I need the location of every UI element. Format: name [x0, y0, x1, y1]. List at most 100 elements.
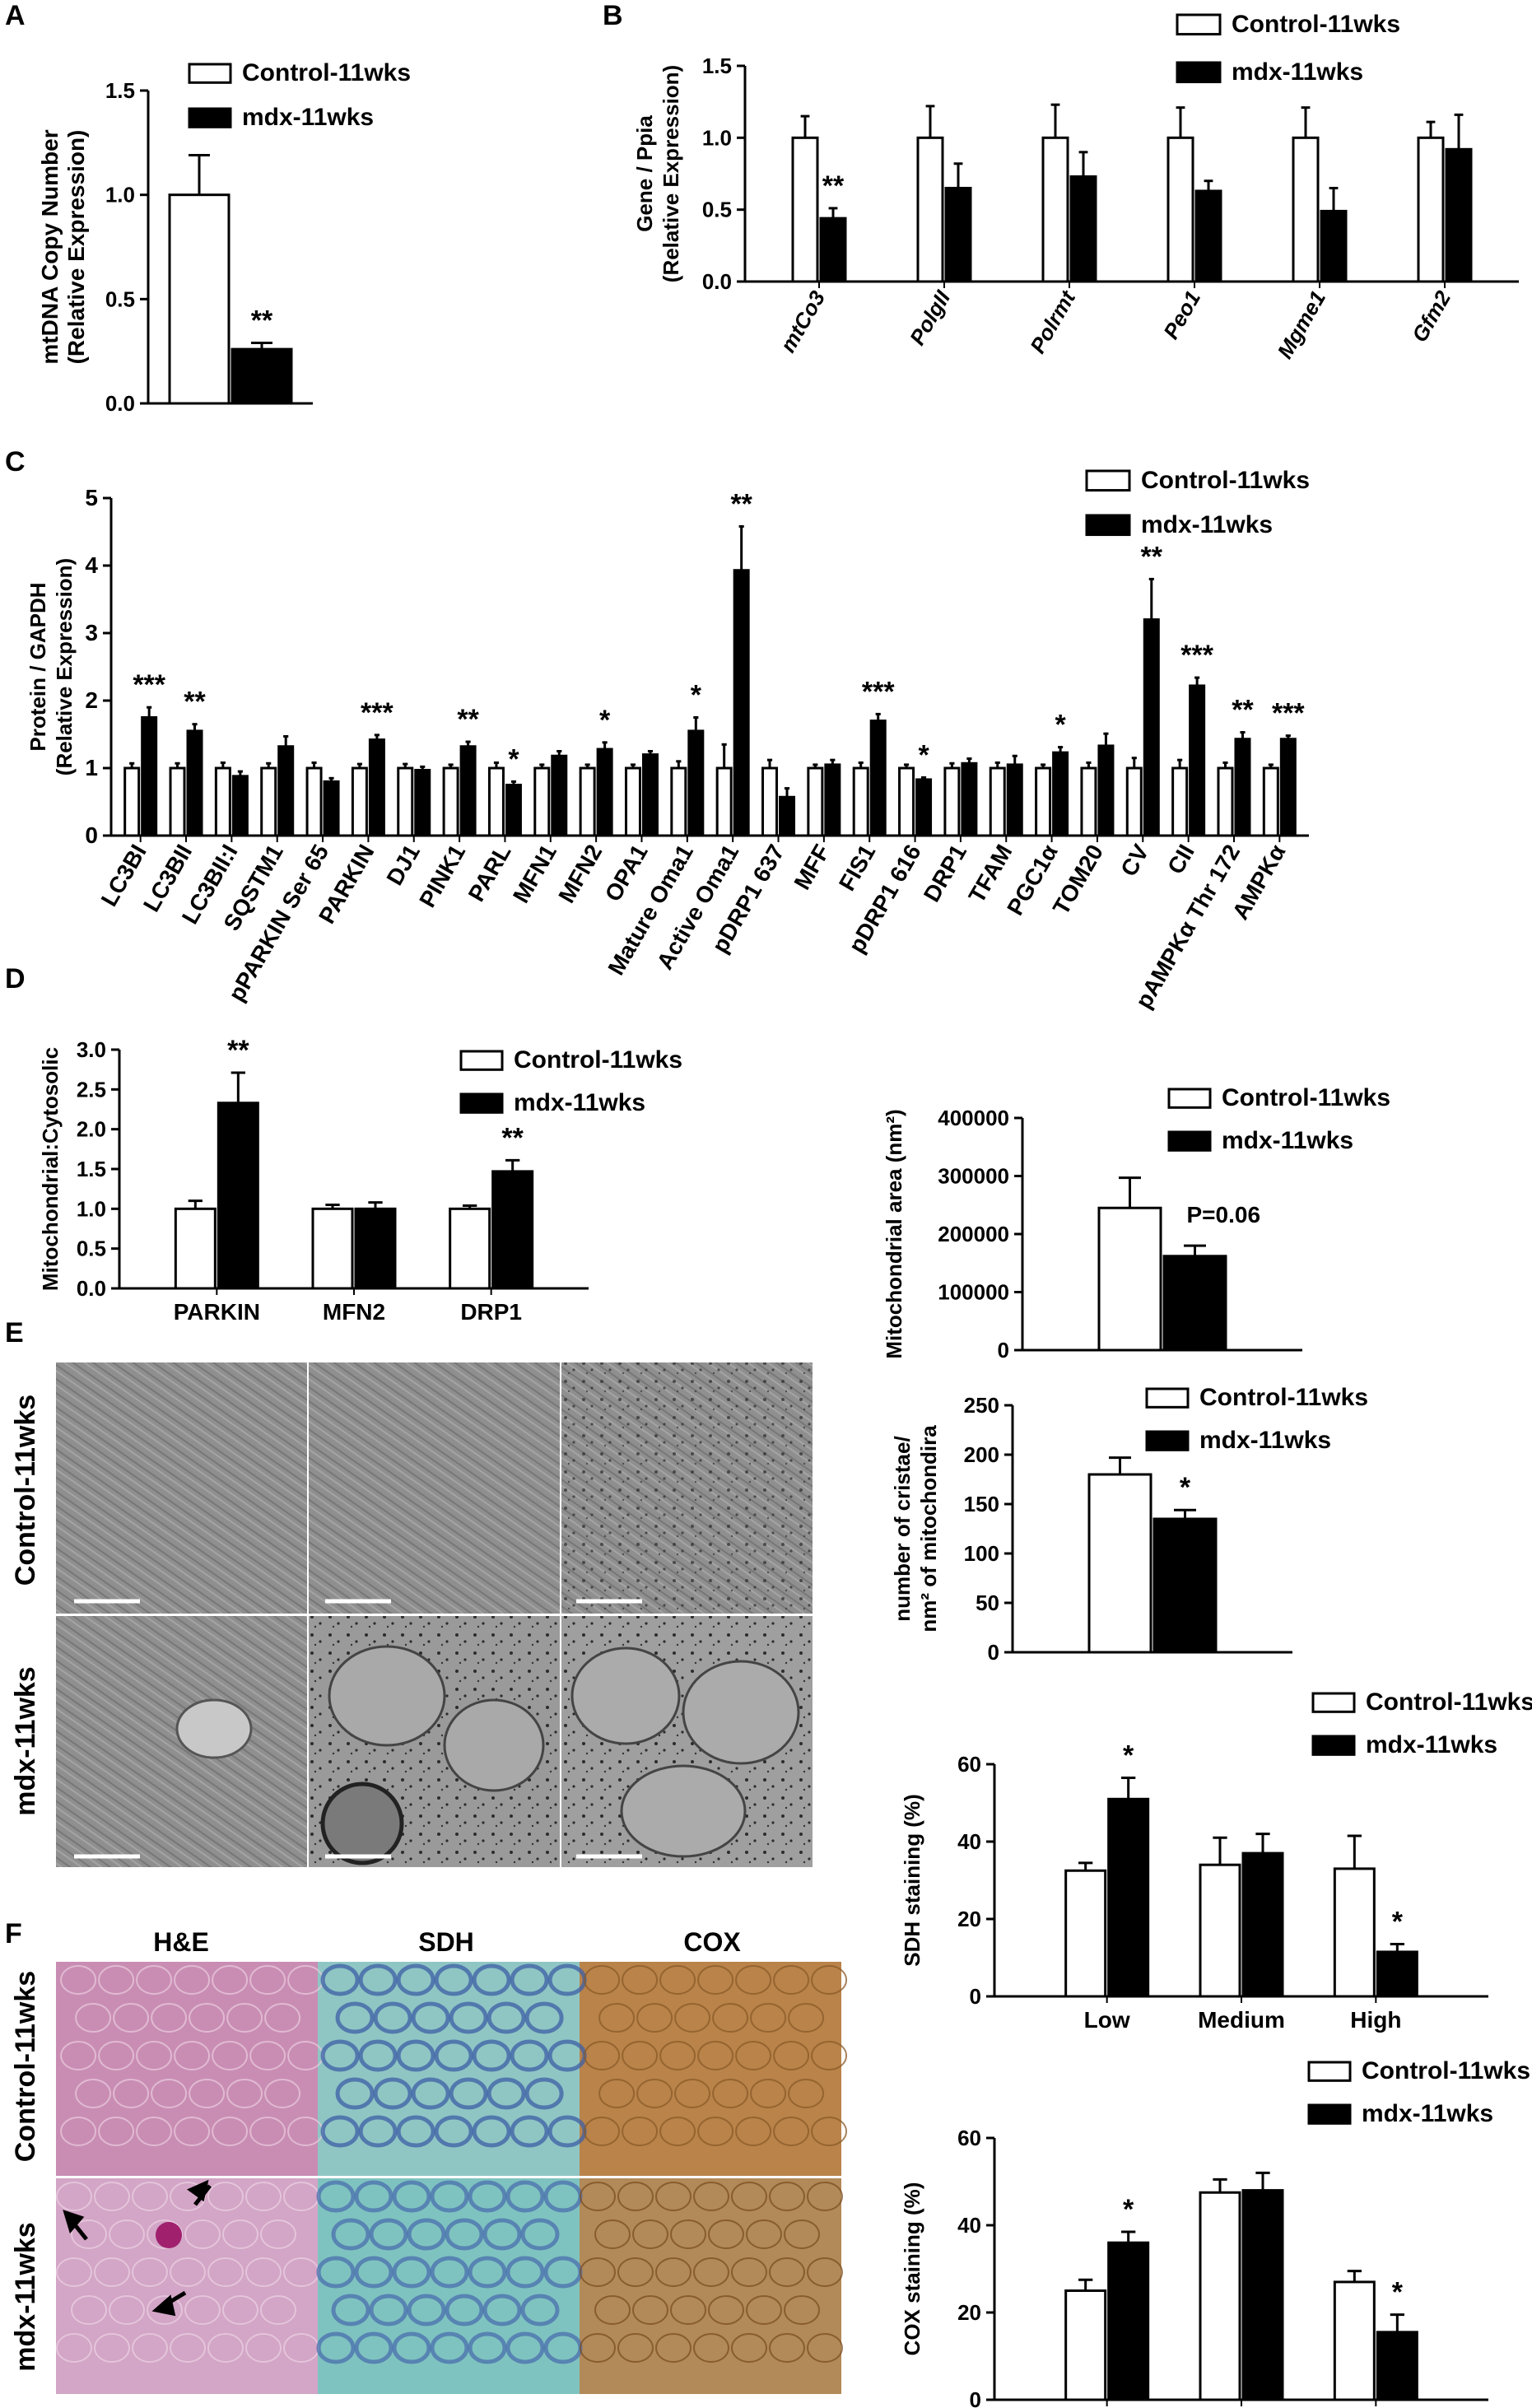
- bar-control: [1217, 766, 1234, 837]
- histo-cell: [407, 2294, 446, 2326]
- bar-mdx: [1194, 189, 1222, 283]
- legend-label-control: Control-11wks: [1366, 1688, 1532, 1716]
- x-tick-label: CII: [1162, 841, 1199, 878]
- histo-cell: [482, 2218, 522, 2251]
- histo-cell: [659, 2117, 696, 2146]
- histo-cell: [746, 2219, 782, 2249]
- histo-cell: [245, 2182, 282, 2211]
- panel-label-f: F: [5, 1918, 22, 1949]
- histo-cell: [373, 2077, 412, 2110]
- histo-cell: [769, 2257, 805, 2287]
- bar-control: [169, 766, 186, 837]
- legend-swatch-mdx: [188, 107, 232, 128]
- y-tick-label: 20: [957, 1907, 981, 1931]
- bar-mdx: [505, 784, 522, 837]
- bar-control: [533, 766, 551, 837]
- histo-cell: [622, 1965, 659, 1995]
- histo-cell: [482, 2294, 522, 2326]
- bar-control: [943, 766, 961, 837]
- panel-label-c: C: [5, 446, 26, 477]
- histo-cell: [392, 2180, 431, 2213]
- bar-control: [898, 766, 915, 837]
- bar-mdx: [230, 347, 293, 405]
- em-image-control-1: [56, 1362, 307, 1614]
- significance-label: *: [691, 680, 702, 711]
- significance-label: *: [1180, 1472, 1191, 1503]
- histo-cell: [249, 2041, 286, 2070]
- histo-cell: [98, 2041, 135, 2070]
- bar-control: [449, 1207, 491, 1290]
- histo-cell: [655, 2257, 691, 2287]
- histo-cell: [147, 2219, 183, 2249]
- significance-label: **: [457, 704, 479, 735]
- significance-label: *: [1055, 710, 1066, 741]
- histo-cell: [712, 2079, 749, 2108]
- y-tick-label: 0: [998, 1338, 1009, 1362]
- bar-control: [715, 766, 733, 837]
- y-tick-label: 50: [976, 1591, 999, 1615]
- significance-label: **: [251, 305, 273, 337]
- em-mito-2: [443, 1698, 545, 1792]
- significance-label: *: [1123, 2194, 1134, 2225]
- histo-cell: [109, 2295, 145, 2325]
- y-tick-label: 0.0: [702, 269, 732, 294]
- chart-d: 0.0 0.5 1.0 1.5 2.0 2.5 3.0 Mitochondrial:Cytos…: [38, 1035, 682, 1325]
- chart-a: 0.0 0.5 1.0 1.5 mtDNA Copy Number (Relative E…: [37, 59, 411, 416]
- histo-cell: [113, 2079, 150, 2108]
- significance-label: ***: [361, 697, 393, 729]
- bar-mdx: [186, 729, 203, 837]
- histo-cell: [174, 2117, 211, 2146]
- chart-e-mito-area: 0 100000 200000 300000 400000 Mitochondrial a…: [882, 1084, 1390, 1362]
- significance-label: **: [227, 1035, 249, 1066]
- histo-cell: [750, 2003, 787, 2033]
- histo-cell: [430, 2180, 469, 2213]
- bar-control: [351, 766, 368, 837]
- histo-cell: [449, 2077, 488, 2110]
- histo-cell: [712, 2003, 749, 2033]
- y-tick-label: 100: [964, 1541, 999, 1566]
- histo-cell: [746, 2295, 782, 2325]
- bar-control: [670, 766, 687, 837]
- histo-cell: [56, 2333, 92, 2363]
- panel-label-a: A: [5, 0, 26, 31]
- y-tick-label: 60: [957, 2126, 981, 2150]
- bar-control: [1064, 1869, 1107, 1998]
- y-axis-label: number of cristae/: [890, 1436, 915, 1621]
- legend-swatch-mdx: [1307, 2103, 1352, 2125]
- histo-cell: [617, 2182, 654, 2211]
- bar-control: [168, 193, 230, 405]
- bar-control: [260, 766, 277, 837]
- histo-cell: [524, 2077, 564, 2110]
- bar-control: [1171, 766, 1189, 837]
- y-tick-label: 0.5: [702, 198, 732, 222]
- bar-control: [1087, 1473, 1152, 1654]
- bar-mdx: [459, 745, 477, 837]
- histo-cell: [260, 2219, 296, 2249]
- histo-cell: [697, 2041, 734, 2070]
- em-image-control-2: [309, 1362, 560, 1614]
- histo-cell: [708, 2295, 744, 2325]
- em-mito-1: [328, 1645, 446, 1747]
- histo-cell: [174, 1965, 211, 1995]
- significance-label: P=0.06: [1187, 1202, 1261, 1227]
- legend-label-mdx: mdx-11wks: [1232, 58, 1363, 86]
- bar-mdx: [819, 217, 847, 283]
- histo-cell: [184, 2295, 221, 2325]
- y-tick-label: 1.5: [105, 78, 135, 103]
- bar-mdx: [1152, 1517, 1218, 1654]
- bar-control: [791, 136, 819, 283]
- legend-label-mdx: mdx-11wks: [1362, 2100, 1493, 2127]
- x-tick-label: CV: [1115, 840, 1153, 880]
- histo-cell: [331, 2218, 370, 2251]
- histo-cell: [75, 2003, 112, 2033]
- y-tick-label: 40: [957, 1829, 981, 1854]
- x-tick-label: MFF: [789, 841, 835, 894]
- histo-cell: [632, 2219, 668, 2249]
- em-vacuole: [175, 1698, 253, 1759]
- histo-cell: [697, 2117, 734, 2146]
- significance-label: **: [822, 170, 845, 202]
- histo-cell: [94, 2257, 130, 2287]
- bar-mdx: [1143, 618, 1160, 837]
- histo-cell: [94, 2182, 130, 2211]
- histo-cell: [594, 2219, 631, 2249]
